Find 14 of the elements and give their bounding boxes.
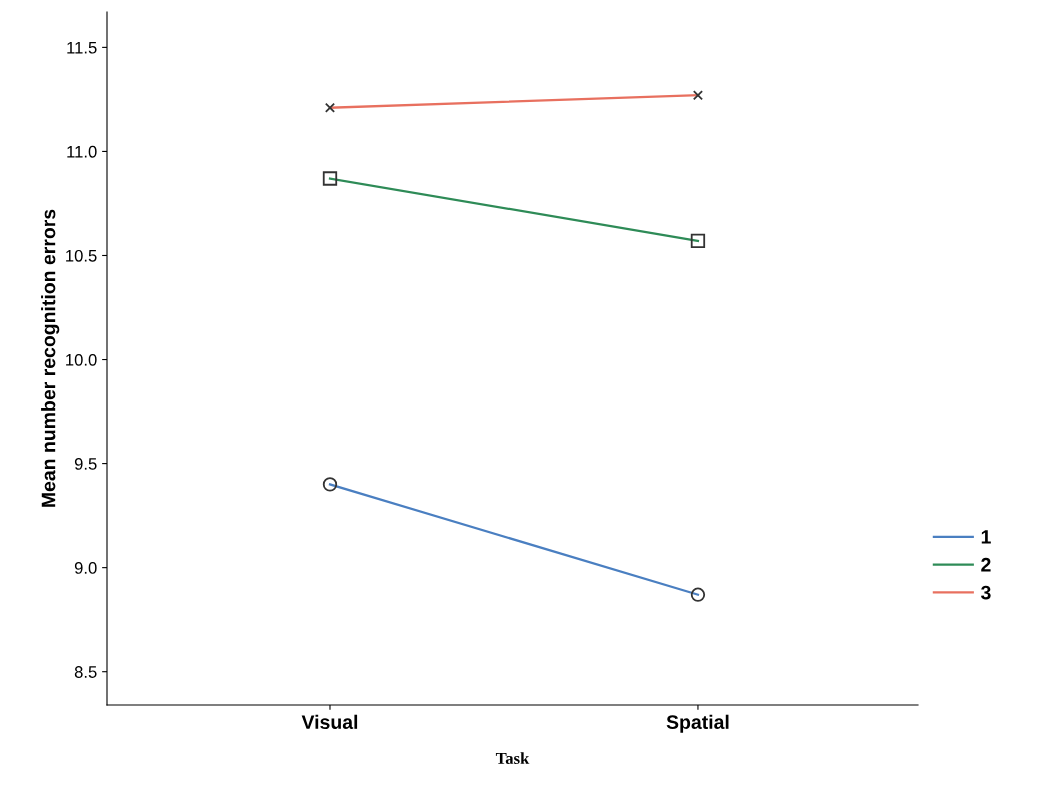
y-tick-label: 10.0 [66,353,97,366]
y-tick-label: 10.5 [66,249,97,262]
y-axis-title: Mean number recognition errors [41,209,60,507]
legend-label: 2 [981,557,991,572]
legend-label: 3 [981,585,991,600]
y-tick-label: 9.0 [74,562,97,574]
x-tick-label: Spatial [666,714,729,733]
legend-label: 1 [981,530,991,544]
y-tick-label: 11.5 [67,41,97,54]
y-tick-label: 9.5 [74,458,97,470]
x-axis-title: Task [495,752,530,765]
x-tick-label: Visual [301,714,358,729]
y-tick-label: 11.0 [67,145,97,158]
y-tick-label: 8.5 [74,666,97,678]
